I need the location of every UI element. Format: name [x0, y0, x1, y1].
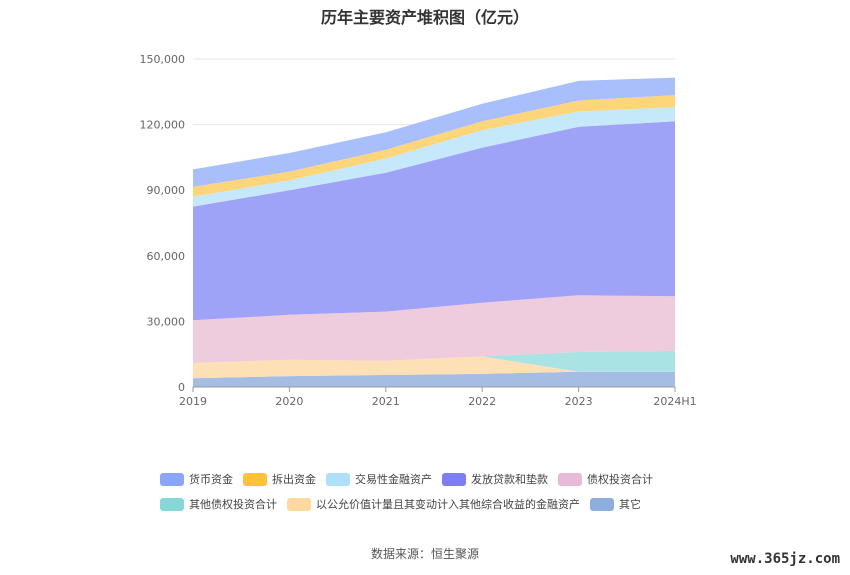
legend-swatch	[590, 497, 614, 511]
legend-item[interactable]: 交易性金融资产	[326, 470, 432, 488]
y-tick-label: 150,000	[140, 53, 186, 66]
area-series	[193, 295, 675, 363]
legend-label: 其他债权投资合计	[189, 498, 277, 511]
x-tick-label: 2020	[275, 395, 303, 408]
legend-label: 拆出资金	[272, 473, 316, 486]
x-tick-label: 2024H1	[653, 395, 696, 408]
x-tick-label: 2023	[565, 395, 593, 408]
legend-swatch	[160, 472, 184, 486]
x-tick-label: 2019	[179, 395, 207, 408]
legend-item[interactable]: 其他债权投资合计	[160, 495, 277, 513]
y-tick-label: 0	[178, 381, 185, 394]
legend-swatch	[287, 497, 311, 511]
x-tick-label: 2022	[468, 395, 496, 408]
legend-swatch	[558, 472, 582, 486]
legend-swatch	[326, 472, 350, 486]
data-source-note: 数据来源：恒生聚源	[370, 547, 479, 561]
area-series	[193, 371, 675, 387]
legend-label: 债权投资合计	[587, 473, 653, 486]
area-series	[193, 350, 675, 372]
legend-item[interactable]: 货币资金	[160, 470, 233, 488]
x-tick-label: 2021	[372, 395, 400, 408]
area-series	[193, 107, 675, 207]
legend-label: 发放贷款和垫款	[471, 473, 548, 486]
y-tick-label: 30,000	[147, 315, 186, 328]
area-series	[193, 77, 675, 187]
area-series	[193, 95, 675, 197]
legend-item[interactable]: 其它	[590, 495, 641, 513]
legend-label: 以公允价值计量且其变动计入其他综合收益的金融资产	[316, 498, 580, 511]
chart-plot: 0 30,000 60,000 90,000 120,000 150,000 2019 202…	[140, 53, 697, 408]
y-tick-label: 60,000	[147, 250, 186, 263]
legend-label: 交易性金融资产	[355, 473, 432, 486]
legend-item[interactable]: 发放贷款和垫款	[442, 470, 548, 488]
y-tick-label: 120,000	[140, 119, 186, 132]
legend-label: 其它	[619, 498, 641, 511]
legend-item[interactable]: 债权投资合计	[558, 470, 653, 488]
y-tick-label: 90,000	[147, 184, 186, 197]
area-series	[193, 121, 675, 321]
legend-label: 货币资金	[189, 473, 233, 486]
watermark: www.365jz.com	[730, 551, 840, 567]
legend-swatch	[160, 497, 184, 511]
legend-swatch	[442, 472, 466, 486]
area-series	[193, 356, 675, 379]
chart-legend: 货币资金 拆出资金 交易性金融资产 发放贷款和垫款 债权投资合计其他债权投资合计 以公允价…	[160, 470, 720, 513]
legend-swatch	[243, 472, 267, 486]
legend-item[interactable]: 以公允价值计量且其变动计入其他综合收益的金融资产	[287, 495, 580, 513]
legend-item[interactable]: 拆出资金	[243, 470, 316, 488]
chart-title: 历年主要资产堆积图（亿元）	[320, 8, 529, 27]
